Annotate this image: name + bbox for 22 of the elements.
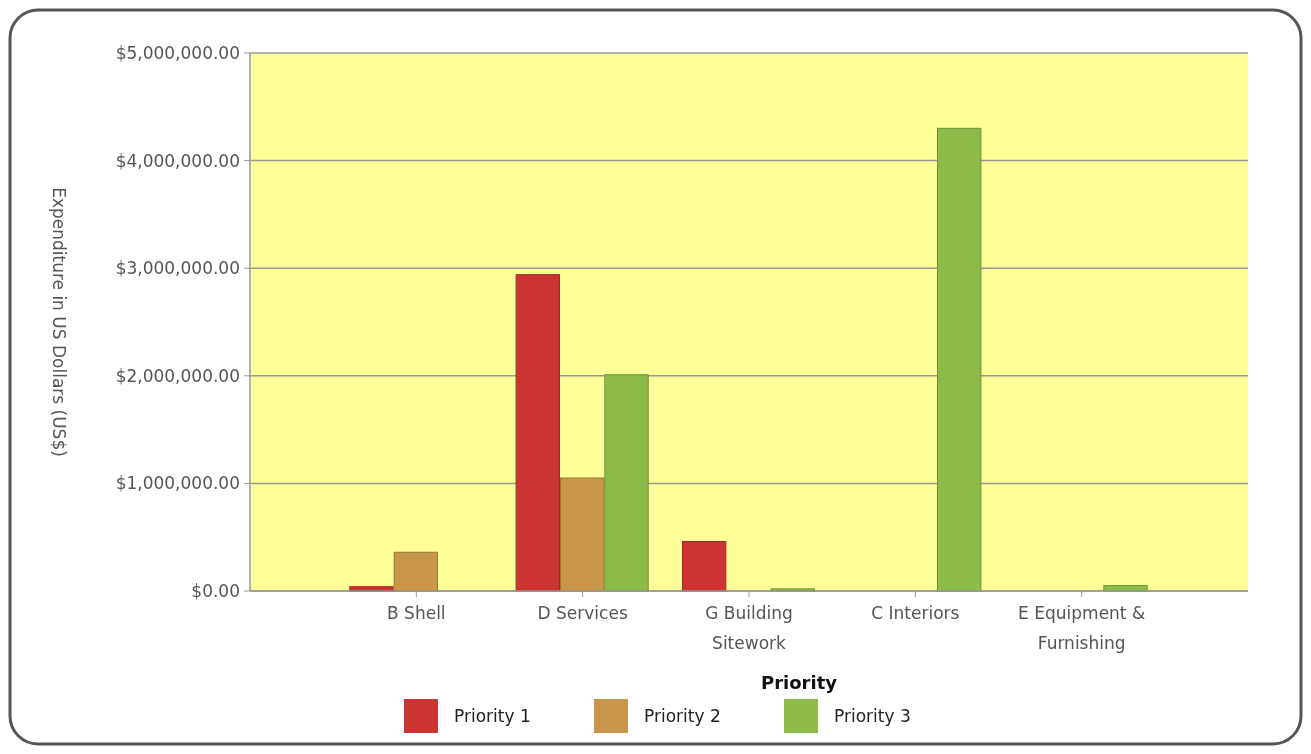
legend-label: Priority 2	[644, 705, 721, 726]
y-tick-label: $5,000,000.00	[115, 42, 240, 63]
y-tick-label: $0.00	[191, 580, 240, 601]
bar	[937, 127, 982, 592]
bar	[559, 477, 605, 592]
y-tick-label: $3,000,000.00	[115, 258, 240, 279]
x-tick-label: E Equipment & Furnishing	[1018, 603, 1146, 653]
bar	[604, 374, 649, 592]
bar	[393, 551, 439, 592]
x-axis-title: Priority	[761, 672, 838, 693]
x-tick-label: C Interiors	[871, 603, 960, 623]
legend-label: Priority 1	[454, 705, 531, 726]
x-tick-label: D Services	[537, 603, 628, 623]
y-axis-title: Expenditure in US Dollars (US$)	[49, 187, 69, 457]
y-tick-label: $4,000,000.00	[115, 150, 240, 171]
x-tick-label: B Shell	[387, 603, 446, 623]
y-tick-label: $1,000,000.00	[115, 473, 240, 494]
legend-label: Priority 3	[834, 705, 911, 726]
bar	[515, 274, 560, 592]
y-tick-label: $2,000,000.00	[115, 365, 240, 386]
bar	[681, 541, 727, 592]
x-tick-label: G Building Sitework	[705, 603, 793, 653]
